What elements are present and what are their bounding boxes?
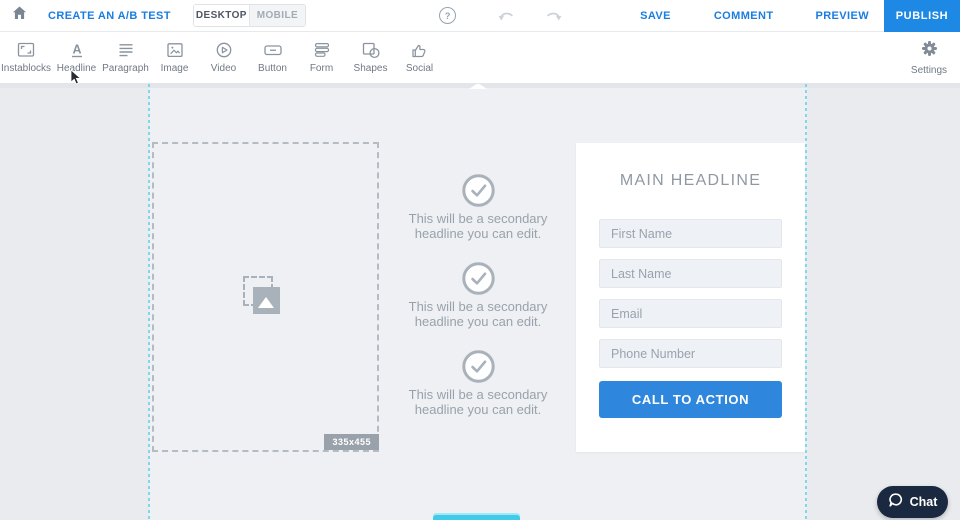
publish-button[interactable]: PUBLISH <box>884 0 960 32</box>
social-icon <box>409 41 431 59</box>
preview-button[interactable]: PREVIEW <box>815 9 869 22</box>
comment-button[interactable]: COMMENT <box>713 9 774 22</box>
redo-icon[interactable] <box>543 9 562 22</box>
toolbar-item-label: Shapes <box>353 63 388 74</box>
image-placeholder[interactable]: 335x455 <box>152 142 379 452</box>
toolbar-item-shapes[interactable]: Shapes <box>346 36 395 80</box>
toolbar-item-label: Video <box>210 63 237 74</box>
toolbar-item-label: Paragraph <box>102 63 149 74</box>
canvas-margin-left <box>0 84 149 520</box>
image-icon <box>164 41 186 59</box>
device-toggle-desktop[interactable]: DESKTOP <box>193 5 249 26</box>
add-section-button[interactable] <box>433 515 520 520</box>
canvas-margin-right <box>807 84 960 520</box>
last-name-field[interactable] <box>599 259 782 288</box>
guide-line-left <box>148 84 150 520</box>
guide-line-right <box>805 84 807 520</box>
benefit-item[interactable]: This will be a secondary headline you ca… <box>388 262 568 329</box>
lead-form-card[interactable]: MAIN HEADLINE CALL TO ACTION <box>576 143 805 452</box>
shapes-icon <box>360 41 382 59</box>
chat-button[interactable]: Chat <box>877 486 948 518</box>
video-icon <box>213 41 235 59</box>
toolbar-item-button[interactable]: Button <box>248 36 297 80</box>
first-name-field[interactable] <box>599 219 782 248</box>
instablocks-icon <box>15 41 37 59</box>
create-ab-test-link[interactable]: CREATE AN A/B TEST <box>48 9 171 22</box>
settings-label: Settings <box>910 64 948 76</box>
toolbar-item-label: Image <box>160 63 189 74</box>
toolbar-item-label: Social <box>405 63 434 74</box>
toolbar-item-paragraph[interactable]: Paragraph <box>101 36 150 80</box>
home-icon <box>11 5 28 26</box>
section-collapse-chevron-icon[interactable] <box>469 84 487 89</box>
benefit-item[interactable]: This will be a secondary headline you ca… <box>388 174 568 241</box>
top-bar: CREATE AN A/B TEST DESKTOP MOBILE ? SAVE… <box>0 0 960 32</box>
button-icon <box>262 41 284 59</box>
toolbar-item-instablocks[interactable]: Instablocks <box>0 36 52 80</box>
gear-icon <box>921 40 938 62</box>
toolbar-item-form[interactable]: Form <box>297 36 346 80</box>
main-headline[interactable]: MAIN HEADLINE <box>619 172 762 189</box>
benefit-text: This will be a secondary <box>408 299 548 314</box>
phone-number-field[interactable] <box>599 339 782 368</box>
benefit-text: This will be a secondary <box>408 387 548 402</box>
check-circle-icon <box>461 350 495 383</box>
toolbar-item-label: Button <box>258 63 287 74</box>
save-button[interactable]: SAVE <box>640 9 671 22</box>
chat-label: Chat <box>909 495 938 509</box>
editor-canvas: 335x455 This will be a secondary headlin… <box>0 84 960 520</box>
help-icon[interactable]: ? <box>439 7 457 24</box>
device-toggle: DESKTOP MOBILE <box>192 4 306 27</box>
undo-icon[interactable] <box>498 9 517 22</box>
toolbar-item-video[interactable]: Video <box>199 36 248 80</box>
benefit-item[interactable]: This will be a secondary headline you ca… <box>388 350 568 417</box>
email-field[interactable] <box>599 299 782 328</box>
toolbar-item-social[interactable]: Social <box>395 36 444 80</box>
chat-bubble-icon <box>888 492 904 513</box>
check-circle-icon <box>461 174 495 207</box>
check-circle-icon <box>461 262 495 295</box>
paragraph-icon <box>115 41 137 59</box>
toolbar-item-headline[interactable]: A Headline <box>52 36 101 80</box>
benefit-text: headline you can edit. <box>414 225 542 241</box>
benefit-text: headline you can edit. <box>414 401 542 417</box>
home-button[interactable] <box>11 5 28 26</box>
call-to-action-button[interactable]: CALL TO ACTION <box>599 381 782 418</box>
benefit-text: This will be a secondary <box>408 211 548 226</box>
form-icon <box>311 41 333 59</box>
benefit-text: headline you can edit. <box>414 313 542 329</box>
toolbar-item-label: Form <box>309 63 334 74</box>
svg-text:A: A <box>72 43 81 57</box>
elements-toolbar: Instablocks A Headline Paragraph <box>0 32 960 84</box>
image-size-badge: 335x455 <box>324 434 379 450</box>
toolbar-item-label: Headline <box>56 63 97 74</box>
device-toggle-mobile[interactable]: MOBILE <box>248 5 305 26</box>
image-icon <box>253 287 280 314</box>
toolbar-item-image[interactable]: Image <box>150 36 199 80</box>
toolbar-item-label: Instablocks <box>0 63 52 74</box>
headline-icon: A <box>66 41 88 59</box>
toolbar-item-settings[interactable]: Settings <box>900 36 958 80</box>
